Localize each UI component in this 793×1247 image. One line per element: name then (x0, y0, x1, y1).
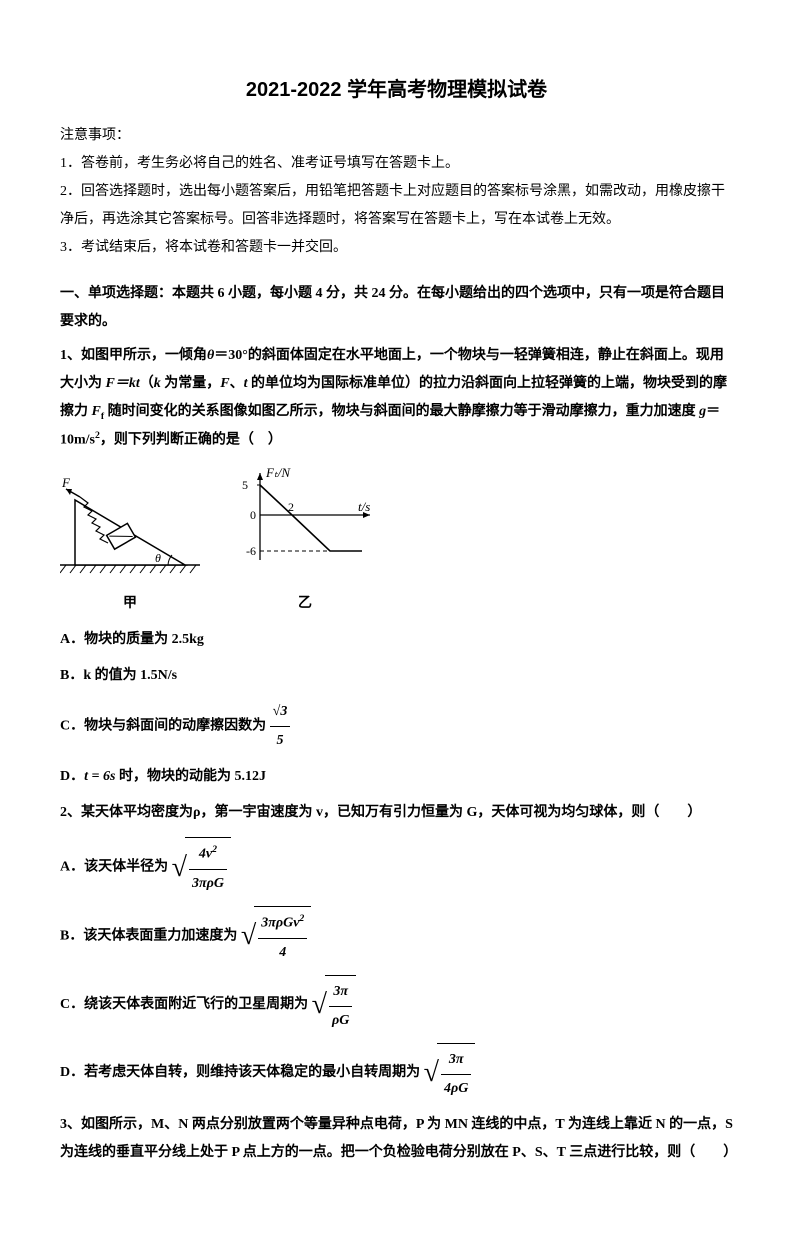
q1-t4: （ (140, 376, 154, 391)
q1-opt-d: D．t = 6s 时，物块的动能为 5.12J (60, 763, 733, 791)
instructions-block: 注意事项： 1．答卷前，考生务必将自己的姓名、准考证号填写在答题卡上。 2．回答… (60, 122, 733, 262)
q1-opt-d-time: t = 6s (84, 763, 115, 791)
section1-intro: 一、单项选择题：本题共 6 小题，每小题 4 分，共 24 分。在每小题给出的四… (60, 280, 733, 336)
q1-t0: 1、如图甲所示，一倾角 (60, 348, 207, 363)
q1-t8: 、 (230, 376, 244, 391)
ytick-0: 0 (250, 508, 256, 522)
q1-figure-chart: 5 0 -6 2 Fₜ/N t/s 乙 (230, 465, 380, 618)
q1-opt-d-prefix: D． (60, 769, 84, 784)
q2-a-prefix: A．该天体半径为 (60, 860, 168, 875)
q1-t11: F (92, 404, 101, 419)
note-2: 2．回答选择题时，选出每小题答案后，用铅笔把答题卡上对应题目的答案标号涂黑，如需… (60, 178, 733, 234)
q1-opt-c-prefix: C．物块与斜面间的动摩擦因数为 (60, 719, 266, 734)
q1-t6: 为常量， (161, 376, 221, 391)
q2-opt-c: C．绕该天体表面附近飞行的卫星周期为 √ 3π ρG (60, 975, 733, 1035)
q2-opt-b: B．该天体表面重力加速度为 √ 3πρGv2 4 (60, 906, 733, 967)
q2-opt-a: A．该天体半径为 √ 4v2 3πρG (60, 837, 733, 898)
ytick-n6: -6 (246, 544, 256, 558)
q2-opt-d: D．若考虑天体自转，则维持该天体稳定的最小自转周期为 √ 3π 4ρG (60, 1043, 733, 1103)
q1-figure-incline: θ F 甲 (60, 475, 200, 618)
q1-figcap-left: 甲 (60, 590, 200, 618)
q3-text: 3、如图所示，M、N 两点分别放置两个等量异种点电荷，P 为 MN 连线的中点，… (60, 1111, 733, 1167)
q2-d-prefix: D．若考虑天体自转，则维持该天体稳定的最小自转周期为 (60, 1065, 420, 1080)
ytick-5: 5 (242, 478, 248, 492)
q2-text: 2、某天体平均密度为ρ，第一宇宙速度为 v，已知万有引力恒量为 G，天体可视为均… (60, 799, 733, 827)
note-1: 1．答卷前，考生务必将自己的姓名、准考证号填写在答题卡上。 (60, 150, 733, 178)
q1-opt-c: C．物块与斜面间的动摩擦因数为 √3 5 (60, 698, 733, 755)
q2-b-prefix: B．该天体表面重力加速度为 (60, 928, 237, 943)
chart-xlabel: t/s (358, 499, 370, 514)
q1-t3: F＝kt (106, 376, 140, 391)
q1-figcap-right: 乙 (230, 590, 380, 618)
angle-label: θ (155, 551, 161, 565)
q2-c-prefix: C．绕该天体表面附近飞行的卫星周期为 (60, 997, 308, 1012)
q1-opt-b: B．k 的值为 1.5N/s (60, 662, 733, 690)
notes-header: 注意事项： (60, 122, 733, 150)
q1-opt-d-suffix: 时，物块的动能为 5.12J (115, 769, 266, 784)
q1-text: 1、如图甲所示，一倾角θ＝30°的斜面体固定在水平地面上，一个物块与一轻弹簧相连… (60, 342, 733, 455)
chart-ylabel: Fₜ/N (265, 465, 291, 480)
q1-opt-c-den: 5 (270, 727, 291, 755)
q1-t17: ，则下列判断正确的是（ ） (100, 433, 282, 448)
force-label: F (61, 475, 71, 490)
q1-opt-a: A．物块的质量为 2.5kg (60, 626, 733, 654)
q1-figures: θ F 甲 5 0 -6 (60, 465, 733, 618)
q1-t7: F (220, 376, 229, 391)
q1-t13: 随时间变化的关系图像如图乙所示，物块与斜面间的最大静摩擦力等于滑动摩擦力，重力加… (104, 404, 699, 419)
note-3: 3．考试结束后，将本试卷和答题卡一并交回。 (60, 234, 733, 262)
exam-title: 2021-2022 学年高考物理模拟试卷 (60, 70, 733, 110)
q1-t5: k (154, 376, 161, 391)
